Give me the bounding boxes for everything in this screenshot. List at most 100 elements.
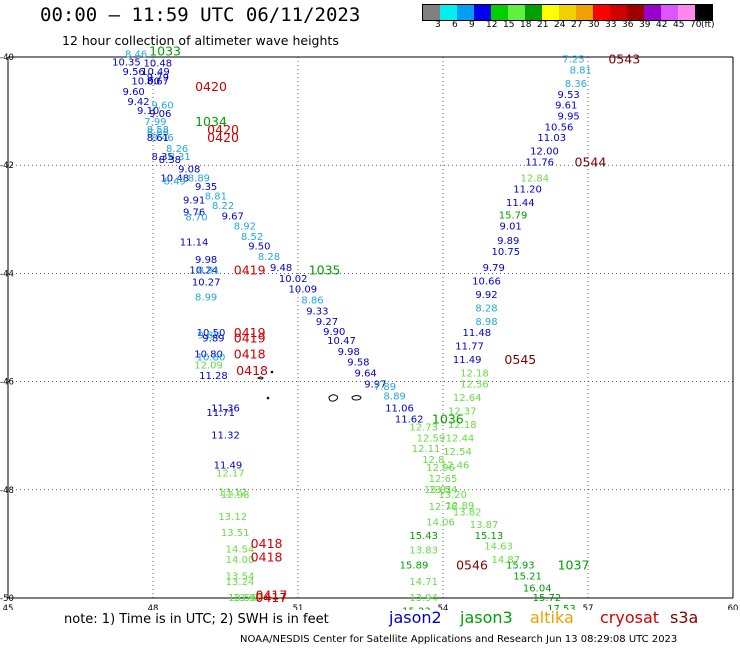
swh-value: 13.24 — [226, 577, 255, 588]
swh-value: 13.51 — [221, 528, 250, 539]
swh-value: 15.13 — [475, 531, 504, 542]
island — [351, 395, 362, 401]
swh-value: 13.82 — [453, 508, 482, 519]
pass-time-label: 0418 — [234, 347, 266, 362]
legend-swatch — [542, 5, 559, 20]
swh-value: 8.31 — [168, 152, 190, 163]
swh-value: 12.46 — [441, 460, 470, 471]
swh-value: 9.95 — [558, 112, 580, 123]
swh-value: 10.24 — [189, 266, 218, 277]
swh-value: 13.56 — [228, 593, 257, 604]
legend-label: 21 — [537, 20, 549, 30]
swh-value: 8.26 — [166, 144, 188, 155]
swh-value: 8.46 — [125, 49, 147, 60]
swh-value: 9.67 — [222, 212, 244, 223]
swh-value: 10.75 — [492, 247, 521, 258]
swh-value: 10.66 — [472, 277, 501, 288]
swh-value: 9.76 — [183, 207, 205, 218]
swh-value: 8.28 — [475, 304, 497, 315]
swh-value: 10.47 — [327, 336, 356, 347]
legend-label: 9 — [469, 20, 475, 30]
swh-value: 9.89 — [202, 333, 224, 344]
pass-time-label: 1036 — [432, 411, 464, 426]
legend-swatch — [508, 5, 525, 20]
lat-tick-label: -48 — [0, 486, 14, 496]
satellite-jason2: jason2 — [389, 608, 442, 627]
swh-value: 13.99 — [233, 593, 262, 604]
pass-time-label: 0420 — [207, 122, 239, 137]
swh-value: 13.12 — [218, 512, 247, 523]
swh-value: 8.67 — [147, 76, 169, 87]
swh-value: 7.89 — [374, 382, 396, 393]
swh-value: 9.42 — [127, 97, 149, 108]
swh-value: 10.48 — [144, 58, 173, 69]
swh-value: 10.80 — [194, 350, 223, 361]
legend-label: 70 — [690, 20, 702, 30]
swh-value: 8.36 — [565, 79, 587, 90]
pass-time-label: 0546 — [456, 558, 488, 573]
pass-time-label: 0545 — [504, 352, 536, 367]
swh-value: 12.89 — [446, 501, 475, 512]
swh-value: 10.02 — [279, 274, 308, 285]
pass-time-label: 1034 — [195, 114, 227, 129]
swh-value: 11.36 — [211, 404, 240, 415]
swh-value: 11.49 — [453, 355, 482, 366]
swh-value: 11.77 — [455, 341, 484, 352]
swh-value: 10.80 — [197, 352, 226, 363]
swh-value: 12.44 — [446, 433, 475, 444]
legend-label: 36 — [622, 20, 634, 30]
swh-value: 8.49 — [164, 176, 186, 187]
swh-value: 14.63 — [484, 542, 513, 553]
swh-value: 9.06 — [149, 109, 171, 120]
swh-value: 15.72 — [533, 593, 562, 604]
pass-time-label: 0544 — [575, 154, 607, 169]
swh-value: 10.48 — [160, 174, 189, 185]
swh-value: 9.10 — [137, 106, 159, 117]
swh-value: 11.44 — [506, 198, 535, 209]
swh-value: 15.43 — [409, 531, 438, 542]
swh-value: 8.81 — [205, 192, 227, 203]
swh-value: 12.59 — [417, 433, 446, 444]
legend-swatch — [440, 5, 457, 20]
swh-value: 9.08 — [178, 165, 200, 176]
swh-value: 10.00 — [131, 76, 160, 87]
swh-value: 12.00 — [530, 147, 559, 158]
swh-value: 15.79 — [499, 211, 528, 222]
swh-value: 8.98 — [475, 317, 497, 328]
swh-value: 9.01 — [500, 221, 522, 232]
swh-value: 9.64 — [355, 368, 377, 379]
island — [257, 376, 264, 380]
swh-value: 15.23 — [402, 607, 431, 610]
pass-time-label: 0418 — [251, 536, 283, 551]
swh-value: 8.89 — [188, 174, 210, 185]
swh-value: 9.48 — [270, 263, 292, 274]
swh-value: 11.32 — [211, 431, 240, 442]
island — [266, 396, 270, 400]
swh-value: 9.60 — [123, 87, 145, 98]
swh-value: 8.81 — [570, 66, 592, 77]
swh-value: 11.76 — [525, 157, 554, 168]
pass-time-label: 0419 — [234, 325, 266, 340]
swh-value: 13.12 — [218, 488, 247, 499]
swh-value: 8.22 — [212, 201, 234, 212]
legend-swatch — [457, 5, 474, 20]
swh-value: 13.54 — [429, 485, 458, 496]
swh-value: 10.35 — [112, 57, 141, 68]
swh-value: 13.94 — [409, 593, 438, 604]
swh-value: 9.98 — [338, 347, 360, 358]
swh-value: 9.58 — [347, 358, 369, 369]
swh-value: 12.65 — [429, 474, 458, 485]
satellite-altika: altika — [530, 608, 574, 627]
pass-time-label: 0543 — [608, 52, 640, 67]
legend-label: 6 — [452, 20, 458, 30]
swh-value: 9.33 — [306, 306, 328, 317]
island — [328, 394, 339, 402]
satellite-s3a: s3a — [670, 608, 699, 627]
swh-value: 10.49 — [141, 67, 170, 78]
legend-label: 33 — [605, 20, 617, 30]
swh-value: 13.20 — [438, 490, 467, 501]
swh-value: 11.14 — [180, 238, 209, 249]
